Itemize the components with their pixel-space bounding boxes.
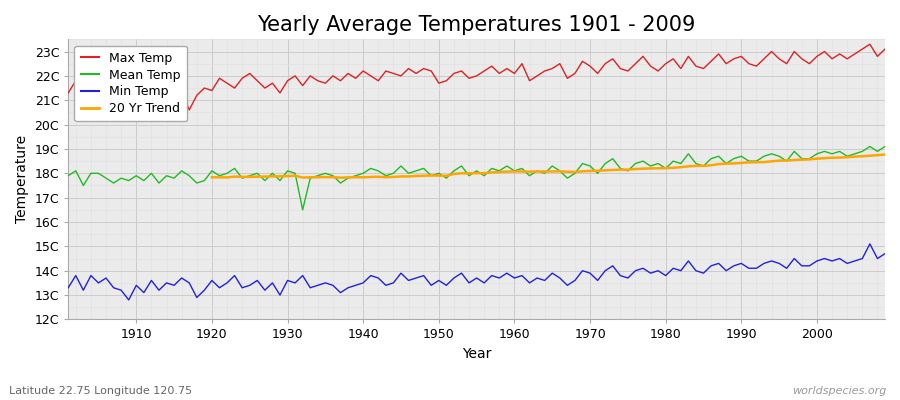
Y-axis label: Temperature: Temperature (15, 135, 29, 224)
Title: Yearly Average Temperatures 1901 - 2009: Yearly Average Temperatures 1901 - 2009 (257, 15, 696, 35)
Text: worldspecies.org: worldspecies.org (792, 386, 886, 396)
Text: Latitude 22.75 Longitude 120.75: Latitude 22.75 Longitude 120.75 (9, 386, 192, 396)
Legend: Max Temp, Mean Temp, Min Temp, 20 Yr Trend: Max Temp, Mean Temp, Min Temp, 20 Yr Tre… (75, 46, 187, 121)
X-axis label: Year: Year (462, 347, 491, 361)
